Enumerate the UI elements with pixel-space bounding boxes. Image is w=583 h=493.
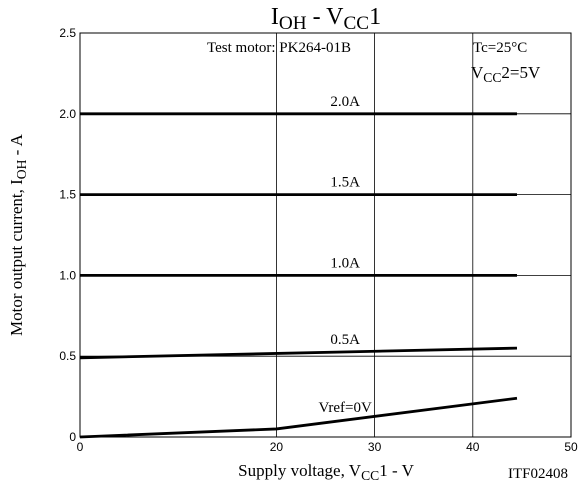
x-tick-label: 0: [77, 440, 84, 454]
y-tick-label: 0.5: [59, 349, 76, 363]
x-tick-label: 50: [564, 440, 578, 454]
series-label: 1.0A: [330, 255, 360, 271]
text-part: 1 - V: [379, 461, 414, 480]
text-part: Motor output current, I: [7, 179, 26, 336]
series-line: [79, 396, 518, 439]
text-part: 1: [369, 4, 381, 30]
text-part: I: [271, 4, 279, 30]
text-part: - V: [307, 4, 345, 30]
y-tick-label: 2.5: [59, 26, 76, 40]
y-tick-label: 2.0: [59, 107, 76, 121]
x-tick-label: 20: [270, 440, 284, 454]
text-part: - A: [7, 133, 26, 159]
subscript: CC: [483, 70, 501, 85]
y-tick-label: 1.5: [59, 188, 76, 202]
text-part: V: [471, 63, 484, 82]
x-axis-label: Supply voltage, VCC1 - V: [238, 461, 414, 483]
y-tick-label: 0: [69, 430, 76, 444]
annotation: Test motor: PK264-01B: [207, 40, 351, 56]
text-part: Supply voltage, V: [238, 461, 362, 480]
text-part: 2=5V: [501, 63, 541, 82]
series-label: 1.5A: [330, 175, 360, 191]
y-tick-label: 1.0: [59, 268, 76, 282]
subscript: OH: [279, 13, 307, 34]
plot-frame: [79, 32, 572, 438]
subscript: CC: [361, 468, 379, 483]
series-label: 2.0A: [330, 94, 360, 110]
chart-title: IOH - VCC1: [271, 4, 381, 34]
series-label: 0.5A: [330, 332, 360, 348]
annotation: VCC2=5V: [471, 63, 541, 85]
subscript: CC: [344, 13, 370, 34]
subscript: OH: [14, 159, 29, 179]
annotation: Tc=25°C: [473, 40, 527, 56]
figure-code: ITF02408: [508, 466, 568, 482]
series-line: [79, 346, 518, 360]
series-label: Vref=0V: [318, 400, 372, 416]
y-axis-label: Motor output current, IOH - A: [7, 133, 29, 336]
x-tick-label: 40: [466, 440, 480, 454]
x-tick-label: 30: [368, 440, 382, 454]
